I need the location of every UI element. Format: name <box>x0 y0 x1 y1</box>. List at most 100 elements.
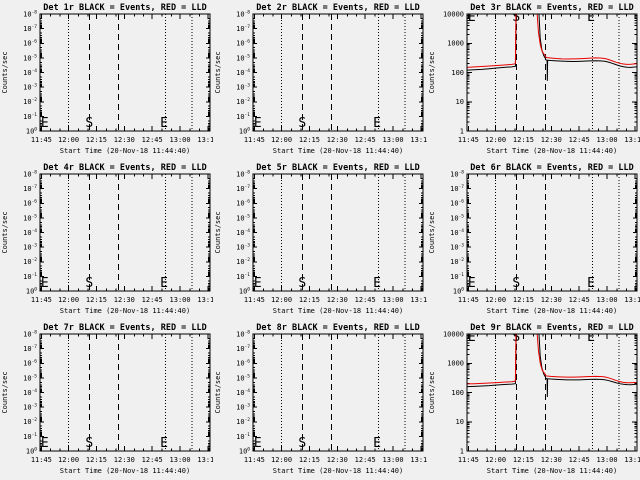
y-tick-label: 10-2 <box>236 257 250 266</box>
y-tick-label: 10-8 <box>23 329 37 338</box>
marker-e: E <box>254 116 262 131</box>
x-tick-label: 13:15 <box>411 296 427 304</box>
x-tick-label: 13:15 <box>624 296 640 304</box>
x-tick-label: 12:15 <box>86 296 107 304</box>
marker-e: E <box>374 116 382 131</box>
x-tick-label: 12:30 <box>114 456 135 464</box>
x-axis-ticks: 11:45 12:00 12:15 12:30 12:45 13:00 13:15 <box>458 174 640 304</box>
x-tick-label: 12:00 <box>485 296 506 304</box>
events-curve <box>467 14 637 81</box>
y-tick-label: 10-4 <box>23 68 37 77</box>
x-tick-label: 12:30 <box>327 456 348 464</box>
x-tick-label: 11:45 <box>244 136 265 144</box>
y-tick-label: 10-3 <box>236 243 250 252</box>
y-tick-label: 1000 <box>447 40 464 48</box>
x-tick-label: 13:15 <box>197 456 213 464</box>
x-tick-label: 12:30 <box>114 136 135 144</box>
x-tick-label: 12:00 <box>485 136 506 144</box>
plot-box <box>39 173 211 292</box>
marker-e: E <box>41 436 49 451</box>
y-tick-label: 10-6 <box>236 39 250 48</box>
y-axis-ticks: 10-8 10-7 10-6 10-5 10-4 10-3 10-2 10-1 100 <box>236 169 424 296</box>
curves <box>467 14 637 81</box>
marker-e: E <box>468 276 476 291</box>
x-axis-title: Start Time (20-Nov-18 11:44:40) <box>60 467 190 475</box>
y-tick-label: 1000 <box>447 360 464 368</box>
panel-title: Det 9r BLACK = Events, RED = LLD <box>470 323 633 333</box>
guide-lines <box>281 174 406 291</box>
panel-title: Det 3r BLACK = Events, RED = LLD <box>470 3 633 13</box>
x-axis-title: Start Time (20-Nov-18 11:44:40) <box>273 307 403 315</box>
guide-lines <box>494 14 620 131</box>
guide-lines <box>281 334 406 451</box>
x-tick-label: 12:15 <box>513 456 534 464</box>
y-axis-ticks: 10-8 10-7 10-6 10-5 10-4 10-3 10-2 10-1 100 <box>236 9 424 136</box>
panel-det6r: Det 6r BLACK = Events, RED = LLD 11:45 12:… <box>427 160 640 320</box>
x-tick-label: 12:45 <box>355 296 376 304</box>
y-tick-label: 10-2 <box>236 417 250 426</box>
x-tick-label: 12:45 <box>568 456 589 464</box>
y-tick-label: 10-1 <box>236 272 250 281</box>
guide-lines <box>494 174 620 291</box>
x-axis-title: Start Time (20-Nov-18 11:44:40) <box>60 307 190 315</box>
guide-lines <box>281 14 406 131</box>
panel-title: Det 7r BLACK = Events, RED = LLD <box>43 323 206 333</box>
plot-svg-det6r: Det 6r BLACK = Events, RED = LLD 11:45 12:… <box>428 163 640 315</box>
marker-s: S <box>512 276 520 291</box>
panel-title: Det 1r BLACK = Events, RED = LLD <box>43 3 206 13</box>
y-axis-ticks: 10000 1000 100 10 1 <box>443 10 637 136</box>
y-tick-label: 10-5 <box>236 213 250 222</box>
y-axis-ticks: 10-8 10-7 10-6 10-5 10-4 10-3 10-2 10-1 100 <box>23 329 210 456</box>
y-axis-ticks: 10-8 10-7 10-6 10-5 10-4 10-3 10-2 10-1 100 <box>236 329 424 456</box>
panel-title: Det 8r BLACK = Events, RED = LLD <box>257 323 420 333</box>
y-axis-title: Counts/sec <box>1 51 9 93</box>
y-tick-label: 10-3 <box>236 83 250 92</box>
y-tick-label: 100 <box>26 446 37 455</box>
x-axis-ticks: 11:45 12:00 12:15 12:30 12:45 13:00 13:15 <box>31 174 213 304</box>
y-tick-label: 10-7 <box>23 24 37 33</box>
y-tick-label: 100 <box>451 69 464 77</box>
y-tick-label: 10-4 <box>236 68 250 77</box>
plot-box <box>252 333 424 452</box>
panel-det7r: Det 7r BLACK = Events, RED = LLD 11:45 12:… <box>0 320 213 480</box>
y-tick-label: 10-5 <box>236 53 250 62</box>
y-axis-ticks: 10-8 10-7 10-6 10-5 10-4 10-3 10-2 10-1 100 <box>450 169 637 296</box>
plot-svg-det4r: Det 4r BLACK = Events, RED = LLD 11:45 12:… <box>1 163 213 315</box>
marker-e: E <box>374 436 382 451</box>
x-tick-label: 13:00 <box>596 136 617 144</box>
x-tick-label: 12:30 <box>540 456 561 464</box>
x-tick-label: 12:30 <box>327 136 348 144</box>
x-tick-label: 12:15 <box>299 136 320 144</box>
x-tick-label: 11:45 <box>244 296 265 304</box>
guide-lines <box>494 334 620 451</box>
y-tick-label: 10-4 <box>23 228 37 237</box>
y-tick-label: 100 <box>239 126 250 135</box>
y-axis-ticks: 10-8 10-7 10-6 10-5 10-4 10-3 10-2 10-1 100 <box>23 9 210 136</box>
y-tick-label: 10-2 <box>23 417 37 426</box>
y-tick-label: 100 <box>26 286 37 295</box>
marker-s: S <box>299 116 307 131</box>
marker-e: E <box>374 276 382 291</box>
marker-e: E <box>468 330 476 345</box>
marker-e: E <box>587 10 595 25</box>
x-axis-ticks: 11:45 12:00 12:15 12:30 12:45 13:00 13:15 <box>244 174 427 304</box>
y-tick-label: 10-2 <box>23 257 37 266</box>
y-tick-label: 10-5 <box>23 53 37 62</box>
x-tick-label: 12:15 <box>513 296 534 304</box>
x-tick-label: 12:15 <box>299 296 320 304</box>
x-axis-ticks: 11:45 12:00 12:15 12:30 12:45 13:00 13:15 <box>458 334 640 464</box>
marker-e: E <box>468 10 476 25</box>
marker-s: S <box>85 116 93 131</box>
plot-box <box>466 13 638 132</box>
x-tick-label: 13:00 <box>383 136 404 144</box>
marker-e: E <box>587 276 595 291</box>
y-tick-label: 10-2 <box>450 257 464 266</box>
plot-box <box>252 173 424 292</box>
panel-det4r: Det 4r BLACK = Events, RED = LLD 11:45 12:… <box>0 160 213 320</box>
plot-svg-det1r: Det 1r BLACK = Events, RED = LLD 11:45 12:… <box>1 3 213 155</box>
x-tick-label: 11:45 <box>458 456 479 464</box>
